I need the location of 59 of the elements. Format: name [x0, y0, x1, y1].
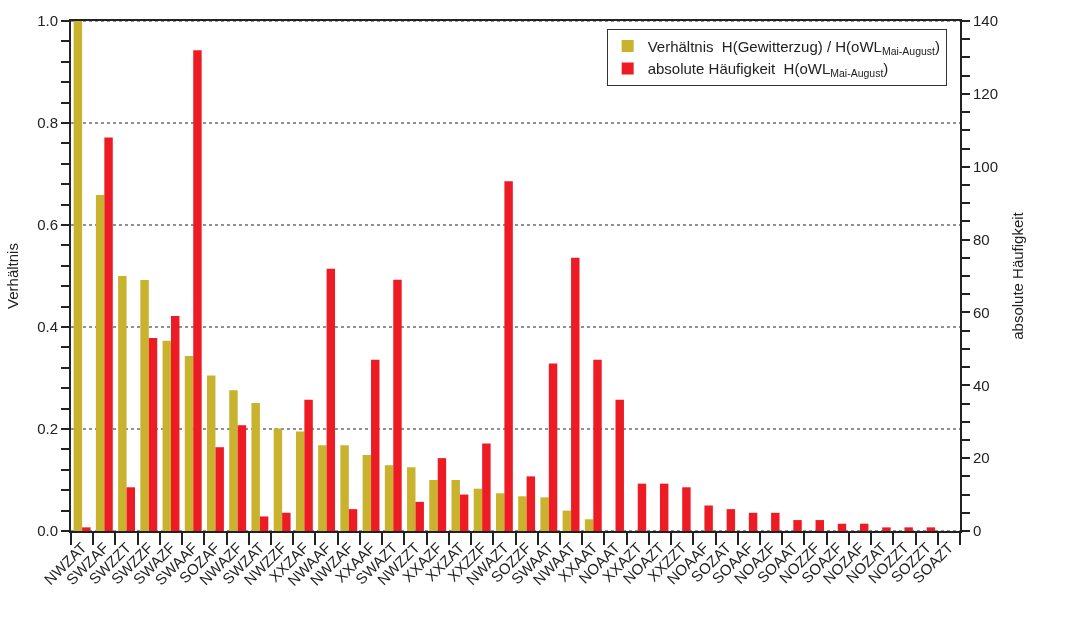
- bar: [748, 512, 758, 531]
- bar: [584, 519, 594, 531]
- bar: [348, 509, 358, 531]
- bar: [659, 483, 669, 531]
- bar: [126, 487, 136, 531]
- y-tick-label: 0.4: [37, 318, 58, 336]
- bar: [73, 21, 83, 531]
- y-axis-title: Verhältnis: [3, 243, 21, 309]
- bar: [548, 363, 558, 531]
- bar: [407, 467, 416, 531]
- y-tick-label: 0.0: [37, 522, 58, 540]
- bar: [815, 520, 824, 531]
- y2-tick-label: 60: [973, 303, 990, 321]
- y2-tick-label: 120: [973, 85, 999, 103]
- legend-label: absolute Häufigkeit H(oWL$_{Mai-August}$): [647, 60, 889, 80]
- bar: [495, 493, 505, 531]
- bar: [682, 487, 691, 531]
- bar: [318, 445, 327, 531]
- y2-tick-label: 40: [973, 376, 990, 394]
- bar: [82, 527, 91, 531]
- y-tick-label: 0.6: [37, 216, 58, 234]
- bar: [371, 359, 380, 531]
- y2-tick-label: 0: [973, 522, 982, 540]
- y2-tick-label: 80: [973, 230, 990, 248]
- bar: [282, 512, 291, 531]
- y2-tick-label: 140: [973, 12, 999, 30]
- bar: [637, 483, 647, 531]
- legend-label: Verhältnis H(Gewitterzug) / H(oWL$_{Mai-August}$): [647, 37, 941, 57]
- bar: [771, 512, 780, 531]
- bar: [251, 402, 260, 531]
- bar: [384, 465, 394, 531]
- bar: [926, 527, 936, 531]
- bar: [118, 276, 127, 531]
- bar: [259, 516, 269, 531]
- bar: [562, 510, 572, 531]
- bar: [193, 50, 202, 531]
- bar: [904, 527, 913, 531]
- bar: [340, 445, 349, 531]
- bar: [326, 268, 336, 531]
- bar: [393, 279, 402, 531]
- bar: [882, 527, 891, 531]
- y-tick-label: 1.0: [37, 12, 58, 30]
- bar: [504, 181, 513, 531]
- y2-tick-label: 20: [973, 449, 990, 467]
- y-tick-label: 0.8: [37, 114, 58, 132]
- bar: [837, 523, 847, 531]
- bar: [726, 509, 736, 531]
- y2-tick-label: 100: [973, 157, 999, 175]
- bar: [704, 505, 713, 531]
- bar: [859, 523, 869, 531]
- bar: [615, 399, 624, 531]
- bar: [793, 520, 802, 531]
- y2-axis-title: absolute Häufigkeit: [1008, 211, 1026, 340]
- y-tick-label: 0.2: [37, 420, 58, 438]
- bar: [593, 359, 602, 531]
- bar: [273, 428, 283, 531]
- bar: [482, 443, 491, 531]
- bar: [571, 257, 580, 531]
- bar: [540, 497, 549, 531]
